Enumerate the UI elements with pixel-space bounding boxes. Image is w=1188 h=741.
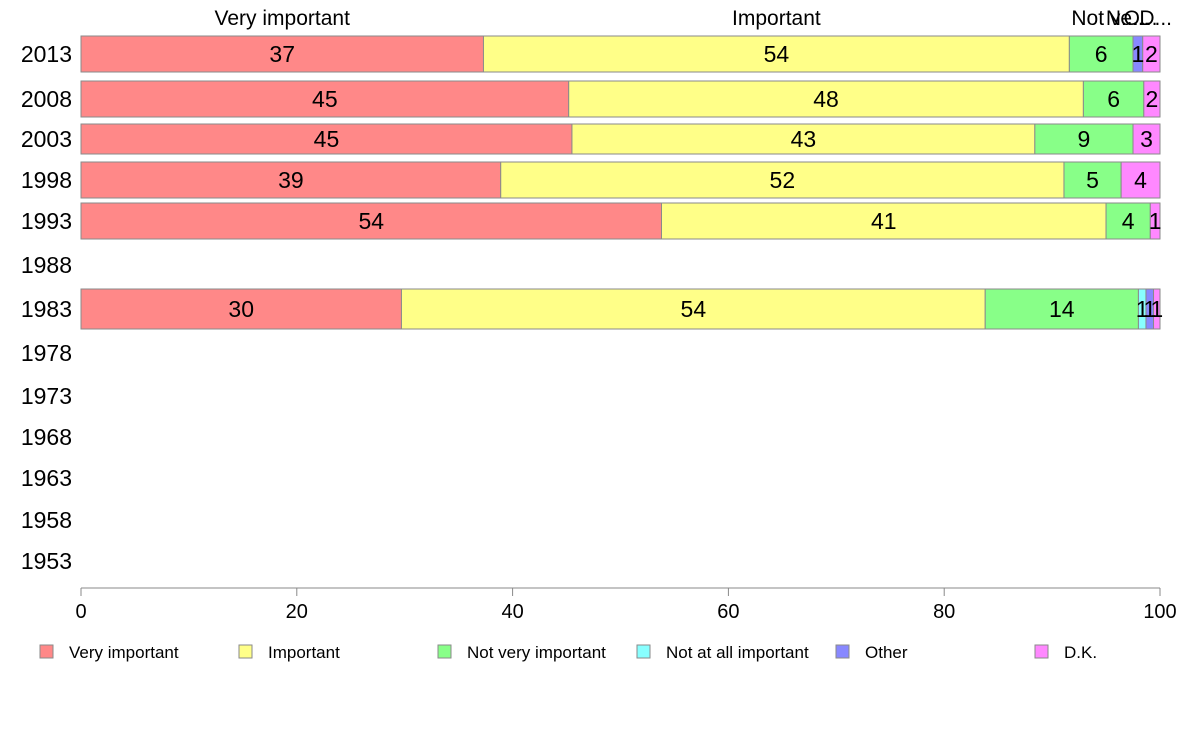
y-tick-label: 1973 bbox=[21, 383, 72, 409]
legend-label: Other bbox=[865, 643, 908, 662]
y-tick-label: 1983 bbox=[21, 296, 72, 322]
x-tick-label: 40 bbox=[501, 601, 523, 623]
top-labels: Very important Important Not ve...N...O...… bbox=[215, 7, 1172, 30]
data-label: 45 bbox=[312, 86, 338, 112]
y-tick-label: 2003 bbox=[21, 126, 72, 152]
data-label: 2 bbox=[1146, 86, 1159, 112]
y-tick-label: 1993 bbox=[21, 208, 72, 234]
legend-swatch bbox=[835, 644, 850, 659]
top-label: Not ve... bbox=[1071, 7, 1149, 30]
bar-segment bbox=[80, 35, 484, 73]
bar-segment bbox=[1142, 35, 1161, 73]
x-axis: 0 20 40 60 80 100 bbox=[75, 587, 1177, 623]
data-label: 3 bbox=[1140, 126, 1153, 152]
bar-segment bbox=[500, 161, 1065, 199]
bar-segment bbox=[984, 288, 1139, 330]
x-tick-label: 100 bbox=[1143, 601, 1176, 623]
bar-segment bbox=[1068, 35, 1134, 73]
bar-segment bbox=[1105, 202, 1151, 240]
bar-segment bbox=[1153, 288, 1161, 330]
data-label: 54 bbox=[358, 208, 384, 234]
data-label: 14 bbox=[1049, 296, 1075, 322]
data-label: 4 bbox=[1134, 167, 1147, 193]
legend-swatch bbox=[238, 644, 253, 659]
x-tick-label: 0 bbox=[75, 601, 86, 623]
data-label: 39 bbox=[278, 167, 304, 193]
y-tick-label: 1953 bbox=[21, 548, 72, 574]
data-label: 41 bbox=[871, 208, 897, 234]
y-tick-label: 2008 bbox=[21, 86, 72, 112]
bar-segment bbox=[1149, 202, 1161, 240]
x-tick-label: 20 bbox=[286, 601, 308, 623]
data-label: 4 bbox=[1122, 208, 1135, 234]
legend-label: Not very important bbox=[467, 643, 606, 662]
legend-label: Important bbox=[268, 643, 340, 662]
y-tick-label: 1998 bbox=[21, 167, 72, 193]
bar-segment bbox=[1132, 123, 1161, 155]
legend-swatch bbox=[39, 644, 54, 659]
y-tick-label: 1988 bbox=[21, 252, 72, 278]
x-tick-label: 80 bbox=[933, 601, 955, 623]
bar-segment bbox=[1034, 123, 1134, 155]
legend-swatch bbox=[1034, 644, 1049, 659]
bar-segment bbox=[80, 123, 573, 155]
bar-segment bbox=[571, 123, 1036, 155]
data-label: 37 bbox=[269, 41, 295, 67]
bar-segment bbox=[80, 80, 570, 118]
data-label: 1 bbox=[1149, 208, 1162, 234]
bar-segment bbox=[400, 288, 986, 330]
data-label: 1 bbox=[1131, 41, 1144, 67]
legend-swatch bbox=[437, 644, 452, 659]
y-tick-label: 1978 bbox=[21, 340, 72, 366]
data-label: 54 bbox=[681, 296, 707, 322]
y-tick-label: 1958 bbox=[21, 507, 72, 533]
bar-segment bbox=[661, 202, 1107, 240]
data-label: 9 bbox=[1078, 126, 1091, 152]
bar-segment bbox=[482, 35, 1070, 73]
data-label: 54 bbox=[764, 41, 790, 67]
data-label: 6 bbox=[1107, 86, 1120, 112]
data-label: 2 bbox=[1145, 41, 1158, 67]
top-label: N... bbox=[1106, 7, 1139, 30]
data-label: 52 bbox=[770, 167, 796, 193]
data-label: 1 bbox=[1143, 296, 1156, 322]
data-label: 43 bbox=[791, 126, 817, 152]
data-label: 1 bbox=[1150, 296, 1163, 322]
bars: 37 54 6 1 245 48 6 245 43 9 339 52 5 454 41 4 130 54 14 111 bbox=[80, 35, 1163, 330]
bar-segment bbox=[80, 161, 502, 199]
bar-segment bbox=[80, 288, 402, 330]
data-label: 6 bbox=[1095, 41, 1108, 67]
y-tick-label: 1968 bbox=[21, 424, 72, 450]
data-label: 45 bbox=[314, 126, 340, 152]
x-tick-label: 60 bbox=[717, 601, 739, 623]
data-label: 1 bbox=[1136, 296, 1149, 322]
top-label: Very important bbox=[215, 7, 351, 30]
legend-label: D.K. bbox=[1064, 643, 1097, 662]
data-label: 30 bbox=[228, 296, 254, 322]
legend: Very important Important Not very importan… bbox=[39, 643, 1097, 662]
bar-segment bbox=[1120, 161, 1161, 199]
top-label: D... bbox=[1139, 7, 1172, 30]
y-axis: 2013 2008 2003 1998 1993 1988 1983 1978 1973 1968… bbox=[21, 41, 72, 574]
y-tick-label: 1963 bbox=[21, 465, 72, 491]
data-label: 48 bbox=[813, 86, 839, 112]
y-tick-label: 2013 bbox=[21, 41, 72, 67]
legend-label: Very important bbox=[69, 643, 179, 662]
top-label: O... bbox=[1124, 7, 1158, 30]
legend-label: Not at all important bbox=[666, 643, 809, 662]
legend-swatch bbox=[636, 644, 651, 659]
top-label: Important bbox=[732, 7, 821, 30]
bar-segment bbox=[1143, 80, 1161, 118]
data-label: 5 bbox=[1086, 167, 1099, 193]
